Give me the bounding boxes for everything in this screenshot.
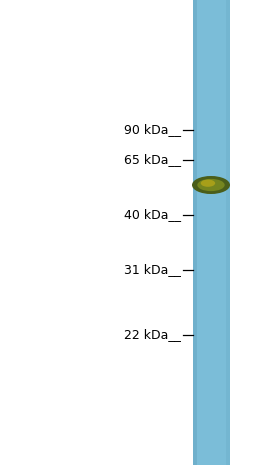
Bar [193,0,197,465]
Ellipse shape [192,176,230,194]
Ellipse shape [201,179,215,187]
Bar [226,0,230,465]
Text: 65 kDa__: 65 kDa__ [124,153,181,166]
Ellipse shape [197,179,225,191]
Text: 90 kDa__: 90 kDa__ [124,124,181,137]
Text: 40 kDa__: 40 kDa__ [124,208,181,221]
Text: 31 kDa__: 31 kDa__ [124,264,181,277]
Bar [193,0,230,465]
Text: 22 kDa__: 22 kDa__ [124,328,181,341]
